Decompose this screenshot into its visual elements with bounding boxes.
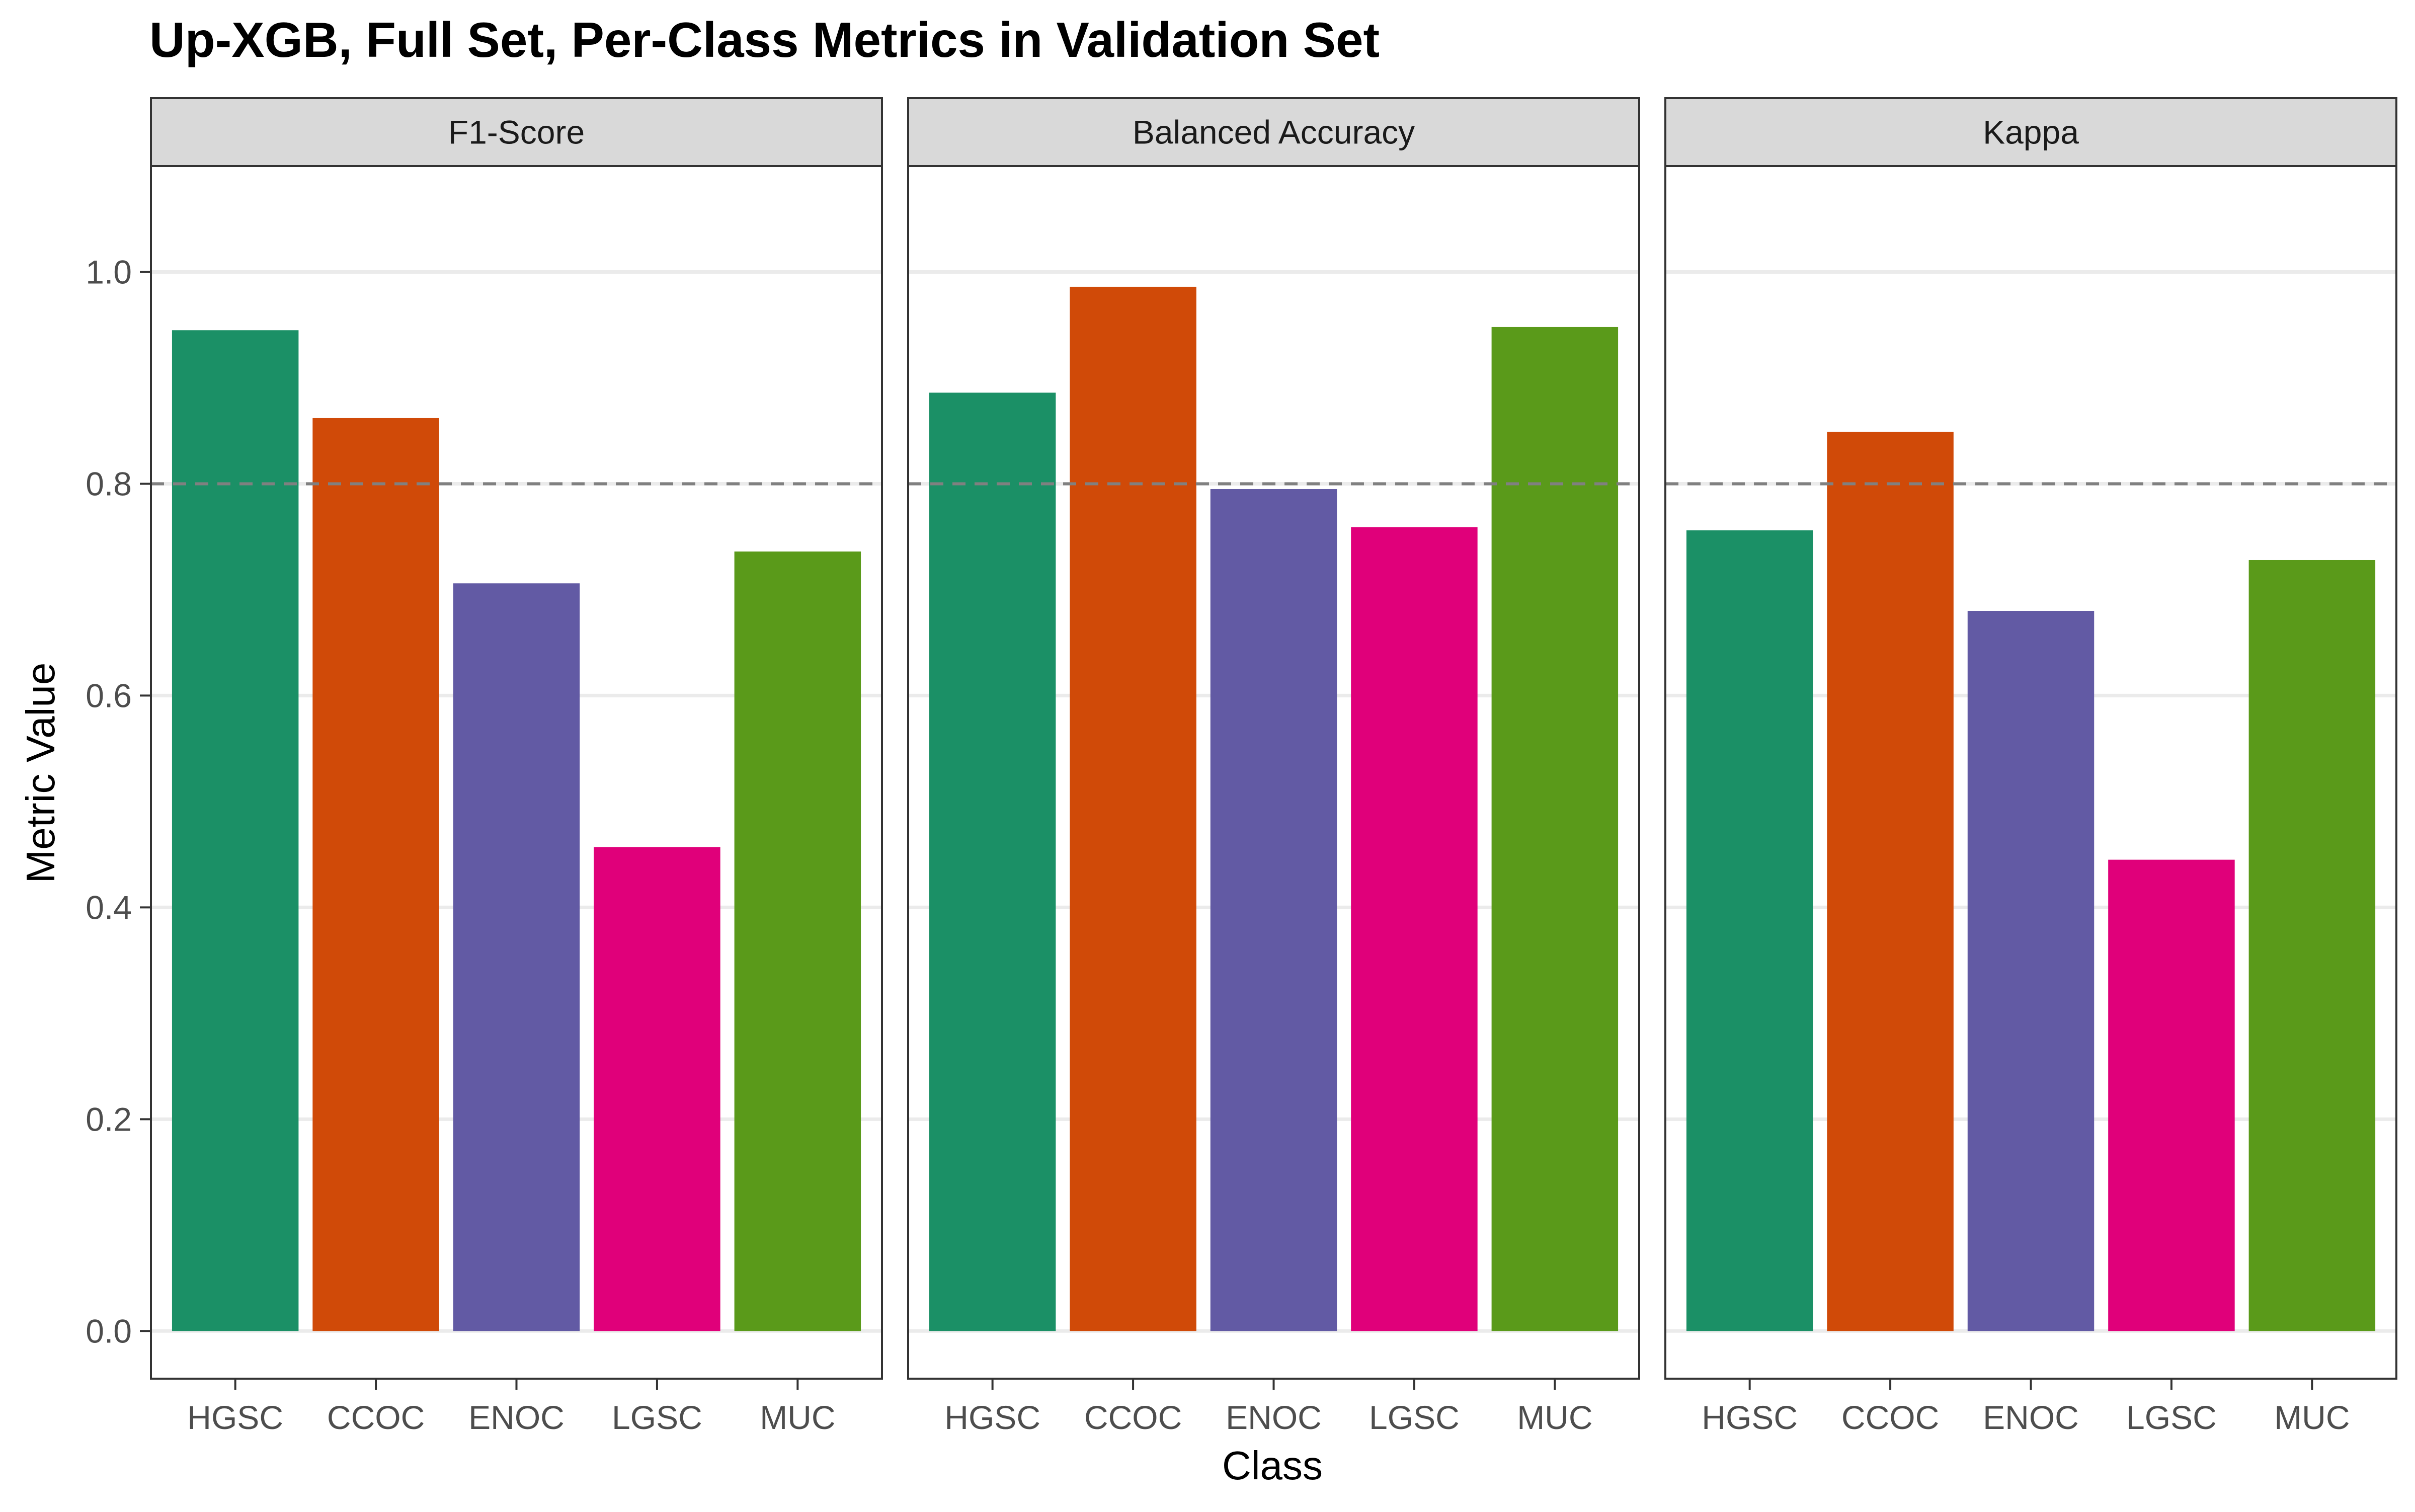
bar <box>312 418 439 1331</box>
bar <box>1967 611 2095 1331</box>
x-tick-label: HGSC <box>944 1399 1040 1436</box>
x-tick-label: CCOC <box>1084 1399 1182 1436</box>
facet-strip-label: Balanced Accuracy <box>1133 114 1415 151</box>
x-tick-label: HGSC <box>1702 1399 1798 1436</box>
y-tick-label: 0.8 <box>86 465 132 502</box>
x-tick-label: ENOC <box>1983 1399 2079 1436</box>
bar <box>2108 859 2235 1331</box>
chart-title: Up-XGB, Full Set, Per-Class Metrics in V… <box>149 12 1380 67</box>
facet-strip-label: Kappa <box>1983 114 2079 151</box>
bar <box>1210 489 1337 1331</box>
x-tick-label: MUC <box>2274 1399 2350 1436</box>
x-axis-title: Class <box>1222 1443 1323 1488</box>
y-tick-label: 0.0 <box>86 1312 132 1349</box>
bar <box>734 551 861 1331</box>
bar <box>453 583 580 1331</box>
bar <box>2248 560 2376 1331</box>
bar <box>1827 432 1954 1331</box>
x-tick-label: CCOC <box>327 1399 425 1436</box>
bar <box>172 330 299 1331</box>
facet-strip <box>150 97 883 167</box>
x-tick-label: MUC <box>760 1399 835 1436</box>
bar <box>1686 530 1813 1331</box>
facet-strip <box>1664 97 2397 167</box>
x-tick-label: LGSC <box>612 1399 702 1436</box>
y-tick-label: 1.0 <box>86 253 132 290</box>
x-tick-label: MUC <box>1517 1399 1592 1436</box>
facet-panel: Balanced Accuracy HGSC CCOC ENOC LGSC MUC <box>907 97 1640 1436</box>
facet-panel: Kappa HGSC CCOC ENOC LGSC MUC <box>1664 97 2397 1436</box>
facet-panel: F1-Score HGSC CCOC ENOC LGSC MUC <box>150 97 883 1436</box>
x-tick-label: ENOC <box>1226 1399 1322 1436</box>
y-axis: 0.0 0.2 0.4 0.6 0.8 1.0 <box>86 253 151 1349</box>
y-tick-label: 0.4 <box>86 889 132 926</box>
y-axis-title: Metric Value <box>18 663 63 884</box>
facet-strip-label: F1-Score <box>448 114 585 151</box>
bar <box>929 392 1056 1331</box>
x-tick-label: HGSC <box>187 1399 283 1436</box>
facet-strip <box>907 97 1640 167</box>
x-tick-label: LGSC <box>2126 1399 2217 1436</box>
bar <box>1351 527 1478 1331</box>
bar <box>1070 286 1196 1331</box>
bar <box>594 847 720 1331</box>
x-tick-label: LGSC <box>1369 1399 1460 1436</box>
bar <box>1491 327 1619 1331</box>
x-tick-label: ENOC <box>468 1399 565 1436</box>
y-tick-label: 0.2 <box>86 1100 132 1138</box>
y-tick-label: 0.6 <box>86 677 132 714</box>
x-tick-label: CCOC <box>1841 1399 1939 1436</box>
